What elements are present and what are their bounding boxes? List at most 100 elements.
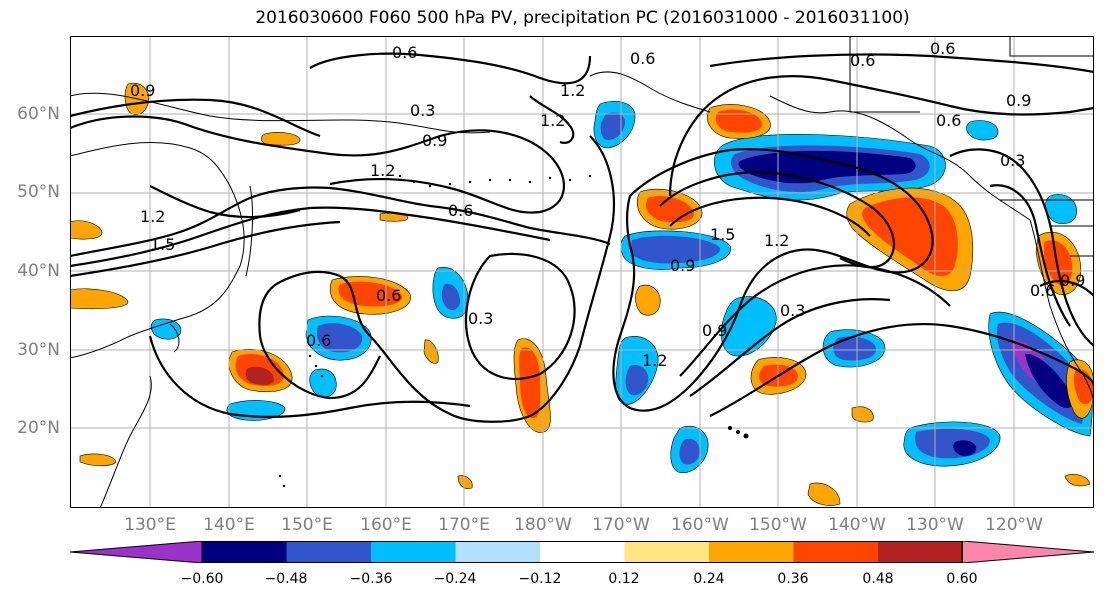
graticule: [70, 36, 1094, 508]
colorbar-tick-label: −0.12: [518, 571, 562, 587]
colorbar-tick-label: 0.12: [608, 571, 640, 587]
contour-label: 0.9: [422, 131, 447, 150]
lon-label-120w: 120°W: [985, 515, 1043, 535]
contour-label: 1.2: [642, 351, 667, 370]
colorbar-tick-label: 0.48: [862, 571, 894, 587]
precip-area: [245, 366, 274, 385]
colorbar-tick-label: −0.36: [349, 571, 393, 587]
contour-label: 0.6: [936, 111, 961, 130]
precip-area: [953, 440, 977, 457]
precip-area: [833, 336, 876, 361]
precip-area: [600, 112, 626, 140]
precip-area: [70, 220, 103, 240]
colorbar-swatch: [962, 541, 1094, 563]
contour-label: 1.2: [540, 111, 565, 130]
colorbar-swatch: [371, 541, 456, 563]
precip-area: [679, 438, 700, 465]
lon-label-140w: 140°W: [828, 515, 886, 535]
contour-label: 0.6: [392, 43, 417, 62]
lat-label-60n: 60°N: [17, 104, 60, 124]
colorbar-tick-label: 0.60: [946, 571, 978, 587]
islands: [278, 174, 749, 488]
contour-label: 1.2: [560, 81, 585, 100]
precip-area: [720, 296, 777, 357]
precip-area: [862, 197, 958, 277]
precip-area: [1064, 474, 1091, 487]
colorbar-swatch: [878, 541, 963, 563]
contour-label: 0.9: [1060, 271, 1085, 290]
precip-area: [715, 109, 762, 133]
contour-label: 0.3: [1000, 151, 1025, 170]
precip-shading: [70, 82, 1094, 506]
contour-label: 1.5: [150, 235, 175, 254]
lon-label-150w: 150°W: [749, 515, 807, 535]
lon-label-170e: 170°E: [438, 515, 490, 535]
colorbar-swatch: [455, 541, 540, 563]
precip-area: [1025, 353, 1074, 409]
lat-label-20n: 20°N: [17, 418, 60, 438]
colorbar-tick-label: 0.36: [777, 571, 809, 587]
lon-label-130e: 130°E: [124, 515, 176, 535]
precip-area: [457, 475, 473, 489]
pv-precip-map: 0.6 0.6 0.9 1.2 0.3 0.9 1.2 1.5 0.6 0.6 …: [70, 36, 1094, 508]
contour-label: 1.5: [710, 225, 735, 244]
colorbar-tick-label: −0.60: [180, 571, 224, 587]
lon-label-130w: 130°W: [906, 515, 964, 535]
colorbar-tick-label: 0.24: [693, 571, 725, 587]
map-frame: [70, 36, 1094, 508]
precip-area: [441, 283, 460, 310]
contour-label: 0.9: [1006, 91, 1031, 110]
contour-label: 0.9: [130, 81, 155, 100]
contour-label: 0.3: [410, 101, 435, 120]
lat-label-30n: 30°N: [17, 340, 60, 360]
contour-label: 0.3: [780, 301, 805, 320]
lat-label-50n: 50°N: [17, 182, 60, 202]
contour-label: 0.6: [448, 201, 473, 220]
precip-area: [423, 339, 439, 364]
precip-area: [966, 120, 999, 141]
contour-label: 0.6: [376, 286, 401, 305]
contour-label: 0.6: [930, 39, 955, 58]
contour-labels: 0.6 0.6 0.9 1.2 0.3 0.9 1.2 1.5 0.6 0.6 …: [130, 39, 1085, 370]
colorbar-tick-label: −0.48: [264, 571, 308, 587]
contour-label: 0.9: [702, 321, 727, 340]
precip-area: [316, 323, 363, 353]
colorbar: [70, 541, 1094, 563]
lat-label-40n: 40°N: [17, 261, 60, 281]
colorbar-swatch: [540, 541, 625, 563]
lon-label-180w: 180°W: [514, 515, 572, 535]
precip-area: [1044, 240, 1073, 286]
contour-label: 0.6: [306, 331, 331, 350]
contour-label: 1.2: [140, 207, 165, 226]
map-title: 2016030600 F060 500 hPa PV, precipitatio…: [255, 8, 910, 28]
precip-area: [807, 482, 841, 506]
colorbar-swatch: [286, 541, 371, 563]
precip-area: [625, 364, 649, 396]
contour-label: 1.2: [764, 231, 789, 250]
contour-label: 0.9: [670, 256, 695, 275]
precip-area: [79, 453, 117, 467]
colorbar-swatch: [202, 541, 287, 563]
pv-contours: [70, 52, 1094, 423]
contour-label: 1.2: [370, 161, 395, 180]
colorbar-swatch: [793, 541, 878, 563]
contour-label: 0.3: [468, 309, 493, 328]
contour-label: 0.6: [630, 49, 655, 68]
colorbar-swatch: [624, 541, 709, 563]
colorbar-tick-label: −0.24: [433, 571, 477, 587]
precip-area: [519, 347, 541, 419]
lon-label-140e: 140°E: [203, 515, 255, 535]
contour-label: 0.6: [850, 51, 875, 70]
precip-area: [70, 288, 129, 310]
lon-label-160w: 160°W: [671, 515, 729, 535]
precip-area: [261, 132, 301, 146]
lon-label-170w: 170°W: [592, 515, 650, 535]
colorbar-swatch: [709, 541, 794, 563]
contour-label: 0.6: [1030, 281, 1055, 300]
precip-area: [635, 284, 661, 316]
precip-area: [150, 318, 182, 340]
lon-label-160e: 160°E: [360, 515, 412, 535]
colorbar-frame: [201, 541, 963, 563]
colorbar-swatches: [70, 541, 1094, 563]
colorbar-swatch: [70, 541, 203, 563]
